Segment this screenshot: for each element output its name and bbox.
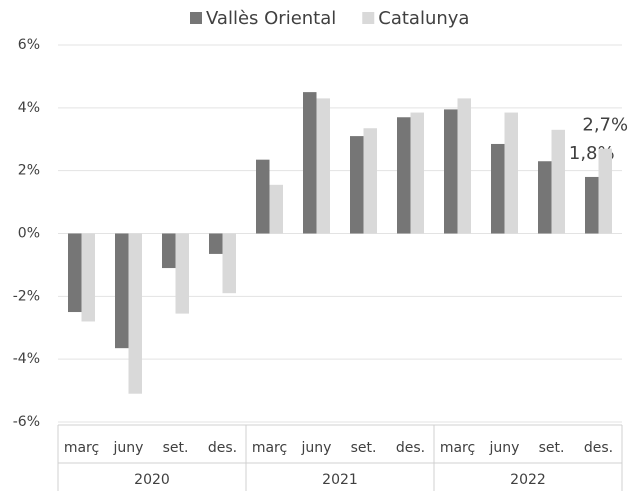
y-tick-label: -4% — [13, 351, 40, 367]
bar — [363, 128, 377, 234]
bar — [504, 112, 518, 234]
legend-label: Vallès Oriental — [206, 8, 336, 29]
bar — [551, 129, 565, 234]
legend-swatch — [362, 12, 375, 24]
bar — [598, 148, 612, 234]
group-label: 2020 — [134, 472, 170, 488]
bar — [491, 143, 505, 234]
x-tick-label: juny — [489, 440, 520, 456]
y-tick-label: 4% — [18, 100, 40, 116]
legend-label: Catalunya — [378, 8, 469, 29]
y-tick-label: 2% — [18, 163, 40, 179]
group-label: 2021 — [322, 472, 358, 488]
x-tick-label: juny — [113, 440, 144, 456]
bar — [175, 233, 189, 314]
data-label: 2,7% — [582, 115, 628, 136]
bar — [128, 233, 142, 394]
x-tick-label: set. — [163, 440, 189, 456]
bar — [397, 117, 411, 234]
bar — [316, 98, 330, 234]
bar — [209, 233, 223, 254]
x-tick-label: des. — [208, 440, 237, 456]
y-tick-label: 0% — [18, 226, 40, 242]
y-tick-label: -6% — [13, 414, 40, 430]
bar — [350, 136, 364, 234]
bar — [81, 233, 95, 322]
x-tick-label: des. — [396, 440, 425, 456]
group-label: 2022 — [510, 472, 546, 488]
bar — [269, 184, 283, 234]
bar — [68, 233, 82, 313]
bar — [538, 161, 552, 234]
bar — [162, 233, 176, 269]
bar — [303, 92, 317, 234]
x-tick-label: des. — [584, 440, 613, 456]
y-tick-label: -2% — [13, 288, 40, 304]
bar — [585, 176, 599, 234]
legend-swatch — [190, 12, 202, 24]
bar — [457, 98, 471, 234]
x-tick-label: set. — [351, 440, 377, 456]
x-tick-label: març — [64, 440, 99, 456]
y-tick-label: 6% — [18, 37, 40, 53]
bar — [222, 233, 236, 294]
bar — [410, 112, 424, 234]
x-tick-label: març — [252, 440, 287, 456]
x-tick-label: març — [440, 440, 475, 456]
bar — [256, 159, 270, 234]
bar — [444, 109, 458, 234]
x-tick-label: set. — [539, 440, 565, 456]
bar — [115, 233, 129, 349]
x-tick-label: juny — [301, 440, 332, 456]
